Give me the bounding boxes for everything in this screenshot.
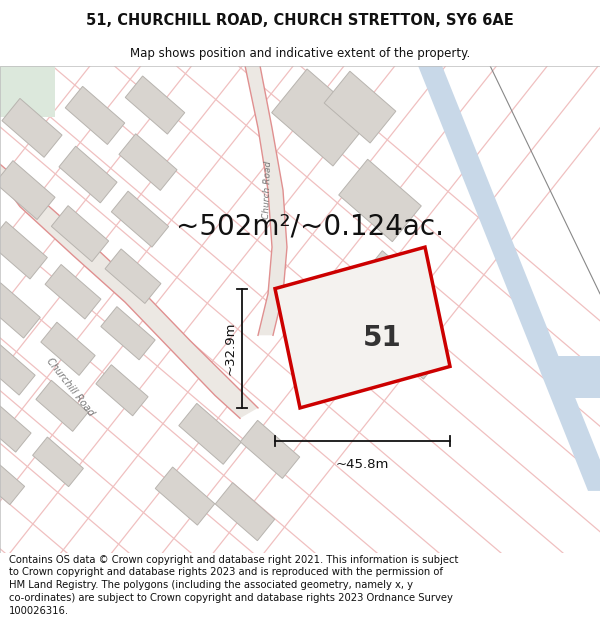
Polygon shape xyxy=(41,322,95,376)
Polygon shape xyxy=(52,206,109,262)
Polygon shape xyxy=(119,134,177,191)
Text: ~32.9m: ~32.9m xyxy=(224,321,237,375)
Polygon shape xyxy=(240,421,300,479)
Bar xyxy=(555,356,600,398)
Polygon shape xyxy=(179,403,241,464)
Polygon shape xyxy=(125,76,185,134)
Polygon shape xyxy=(339,159,421,242)
Polygon shape xyxy=(0,342,35,395)
Text: ~45.8m: ~45.8m xyxy=(336,458,389,471)
Text: Contains OS data © Crown copyright and database right 2021. This information is : Contains OS data © Crown copyright and d… xyxy=(9,554,458,616)
Polygon shape xyxy=(32,437,83,487)
Text: ~502m²/~0.124ac.: ~502m²/~0.124ac. xyxy=(176,213,444,241)
Polygon shape xyxy=(0,401,31,452)
Polygon shape xyxy=(105,249,161,304)
Polygon shape xyxy=(376,312,444,379)
Polygon shape xyxy=(272,69,368,166)
Polygon shape xyxy=(0,161,55,219)
Text: 51: 51 xyxy=(363,324,402,352)
Text: Map shows position and indicative extent of the property.: Map shows position and indicative extent… xyxy=(130,48,470,60)
Polygon shape xyxy=(101,307,155,360)
Polygon shape xyxy=(362,251,428,316)
Polygon shape xyxy=(65,86,125,144)
Polygon shape xyxy=(45,264,101,319)
Polygon shape xyxy=(324,71,396,143)
Polygon shape xyxy=(418,66,600,491)
Polygon shape xyxy=(0,221,47,279)
Polygon shape xyxy=(59,146,117,203)
Polygon shape xyxy=(155,467,215,525)
Polygon shape xyxy=(0,282,40,338)
Polygon shape xyxy=(112,191,169,247)
Polygon shape xyxy=(0,66,55,118)
Polygon shape xyxy=(275,247,450,408)
Polygon shape xyxy=(215,482,275,541)
Polygon shape xyxy=(0,164,258,418)
Polygon shape xyxy=(96,365,148,416)
Text: Churchill Road: Churchill Road xyxy=(44,356,96,418)
Polygon shape xyxy=(0,456,25,504)
Text: Church Road: Church Road xyxy=(262,161,274,219)
Text: 51, CHURCHILL ROAD, CHURCH STRETTON, SY6 6AE: 51, CHURCHILL ROAD, CHURCH STRETTON, SY6… xyxy=(86,13,514,28)
Polygon shape xyxy=(245,66,287,335)
Polygon shape xyxy=(36,380,88,431)
Polygon shape xyxy=(2,98,62,158)
